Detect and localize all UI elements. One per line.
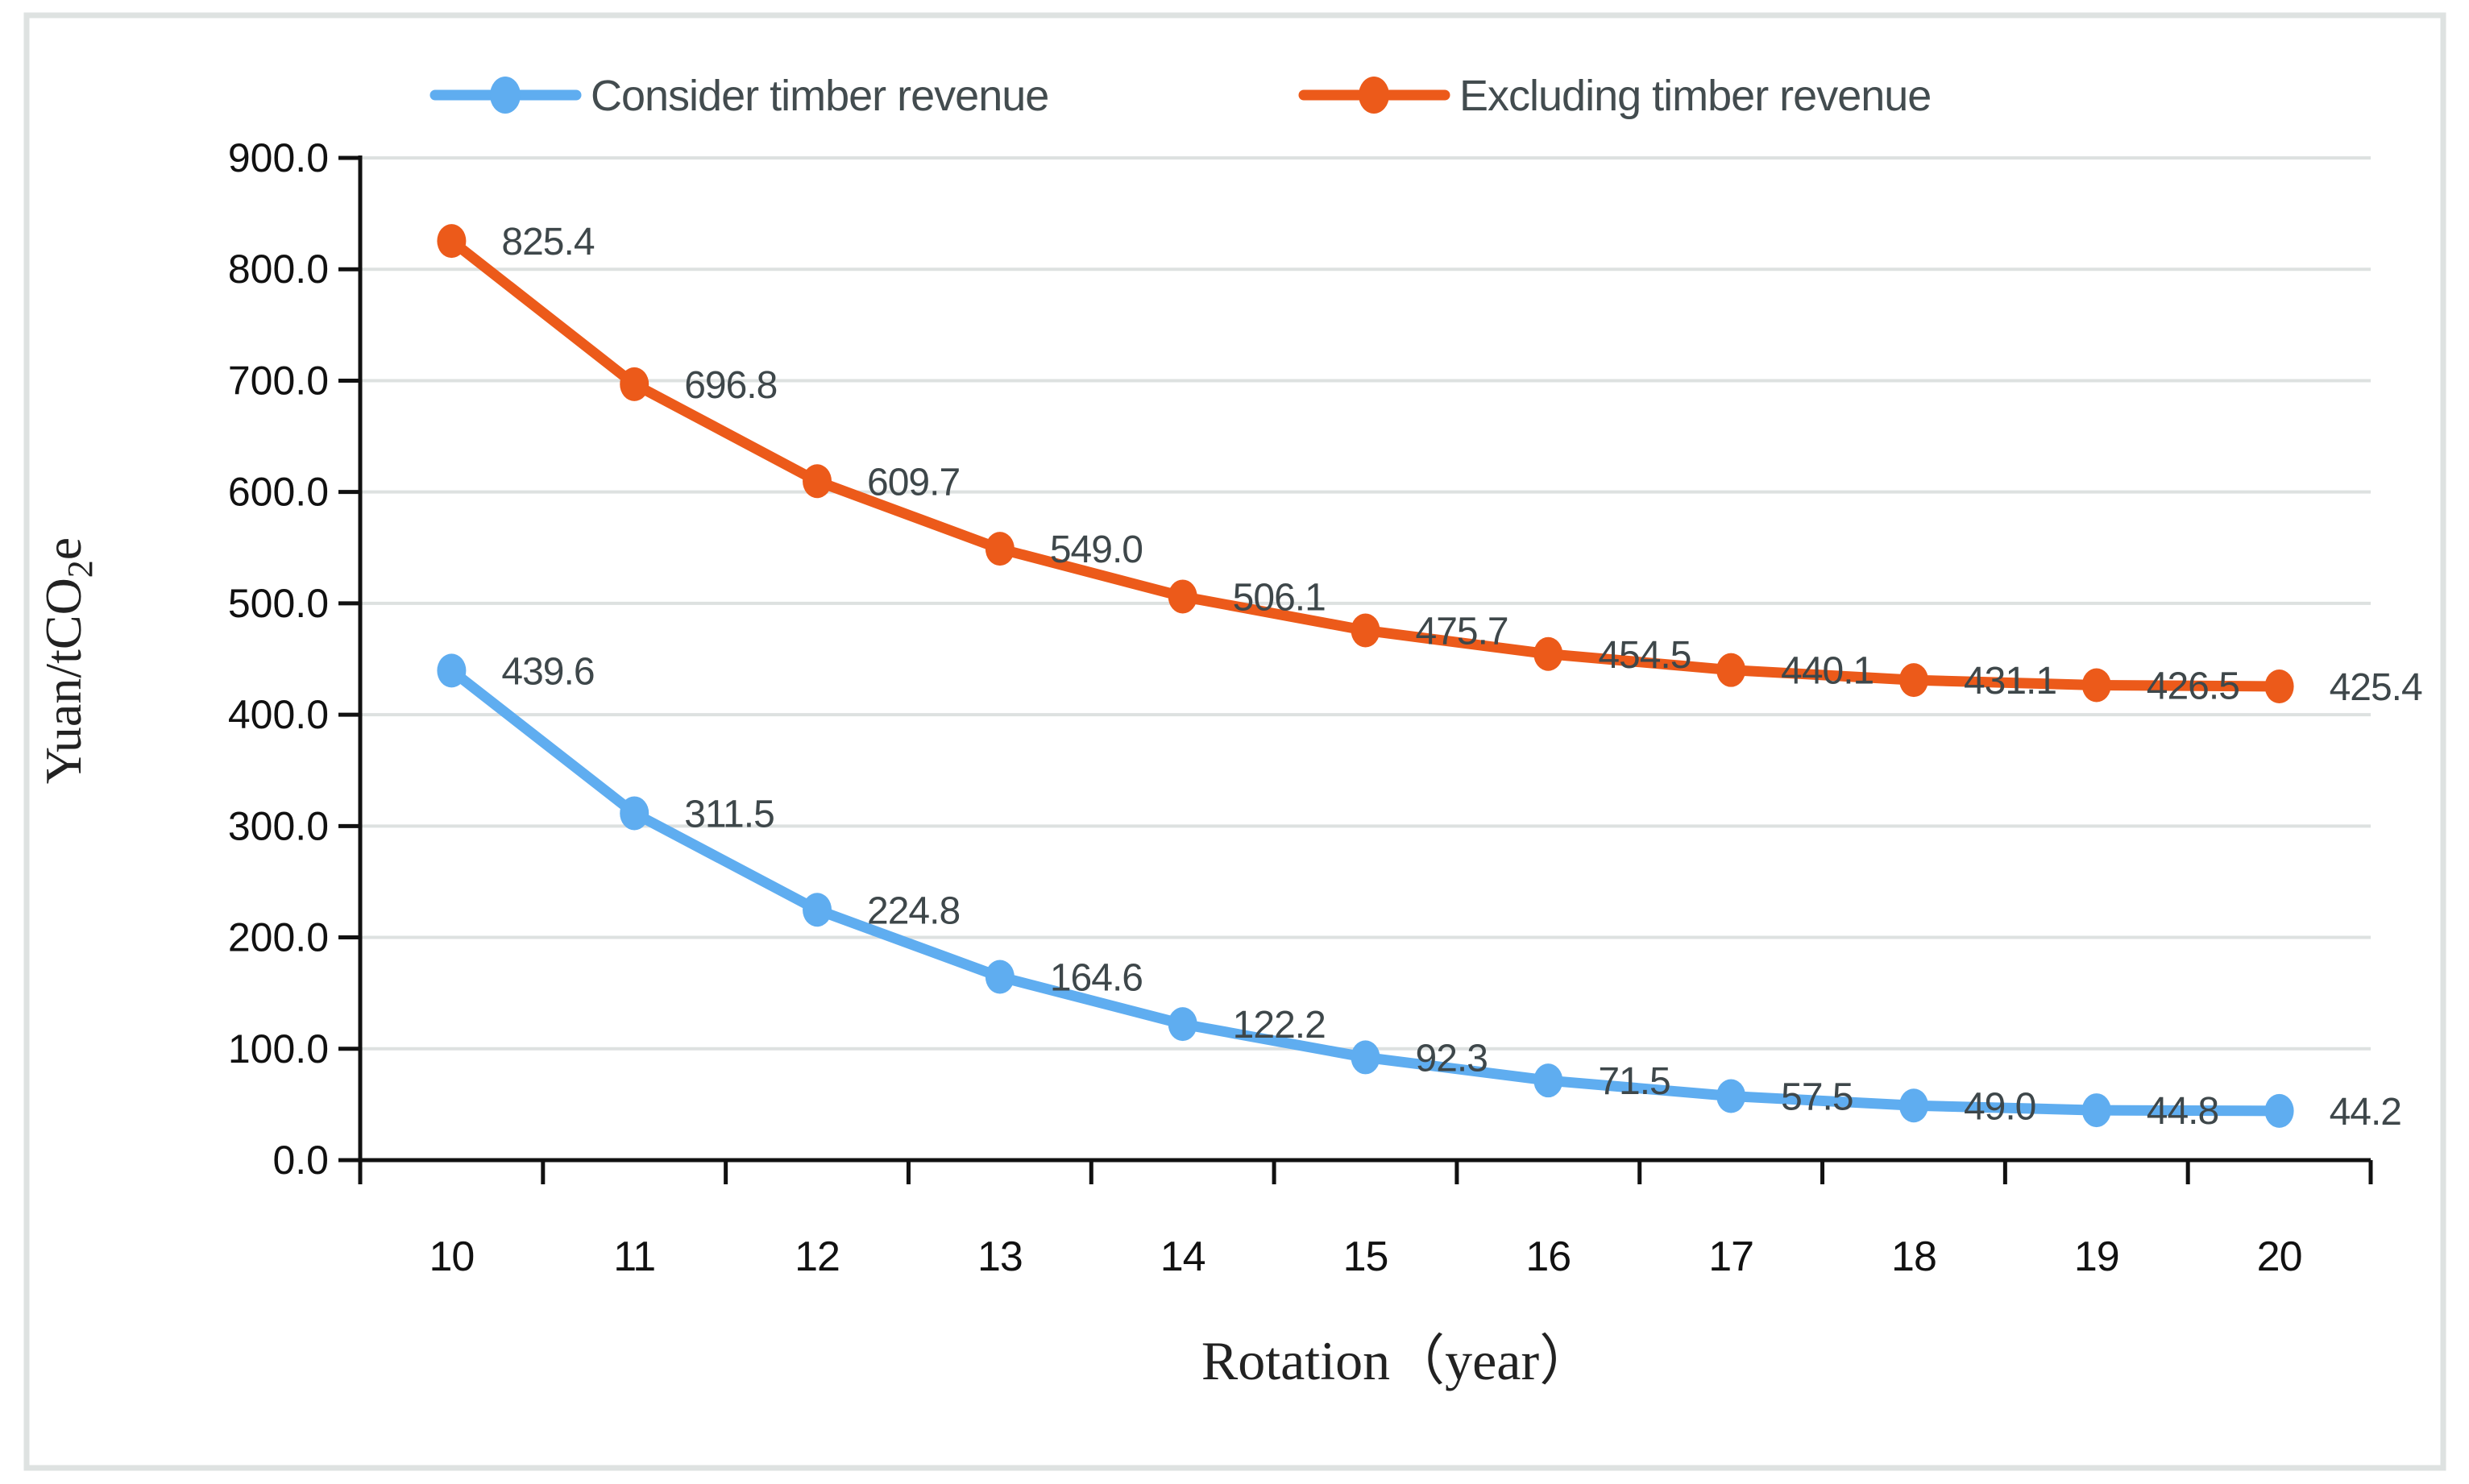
data-label: 431.1 xyxy=(1964,660,2056,703)
x-tick-label: 15 xyxy=(1343,1233,1388,1280)
y-tick-label: 600.0 xyxy=(228,470,329,515)
data-point-marker xyxy=(803,893,832,927)
y-axis-title-main: Yuan/tCO xyxy=(35,578,92,784)
canvas-border-group xyxy=(23,12,2446,1471)
data-label: 454.5 xyxy=(1598,634,1691,677)
data-point-marker xyxy=(620,796,649,831)
canvas-border xyxy=(23,12,2446,1471)
x-tick-label: 11 xyxy=(613,1233,655,1280)
y-tick-label: 100.0 xyxy=(228,1026,329,1072)
legend-marker-dot xyxy=(1359,77,1389,114)
data-point-marker xyxy=(1716,653,1746,687)
y-tick-label: 400.0 xyxy=(228,692,329,737)
data-label: 122.2 xyxy=(1233,1004,1326,1047)
y-tick-label: 800.0 xyxy=(228,247,329,292)
data-label: 439.6 xyxy=(501,650,594,693)
data-point-marker xyxy=(1168,579,1197,614)
gridlines-group xyxy=(360,156,2371,1051)
y-tick-label: 0.0 xyxy=(272,1138,329,1183)
x-tick-label: 17 xyxy=(1708,1233,1753,1280)
data-point-marker xyxy=(1351,1040,1380,1075)
data-point-marker xyxy=(1533,1063,1563,1098)
y-tick-label: 500.0 xyxy=(228,581,329,626)
y-tick-label: 200.0 xyxy=(228,915,329,960)
x-tick-label: 16 xyxy=(1525,1233,1571,1280)
data-label: 426.5 xyxy=(2147,665,2239,707)
data-label: 825.4 xyxy=(501,221,594,263)
data-point-marker xyxy=(1351,613,1380,648)
x-tick-label: 19 xyxy=(2074,1233,2119,1280)
axes-group xyxy=(338,155,2373,1184)
data-label: 44.8 xyxy=(2147,1090,2218,1133)
data-label: 164.6 xyxy=(1050,956,1143,999)
data-label: 475.7 xyxy=(1416,610,1508,653)
data-point-marker xyxy=(803,464,832,499)
data-point-marker xyxy=(985,532,1015,566)
data-point-marker xyxy=(2081,668,2111,703)
tick-labels-group: 0.0 100.0 200.0 300.0 400.0 500.0 600.0 700.0 80… xyxy=(228,135,2303,1280)
data-point-marker xyxy=(620,367,649,401)
data-label: 506.1 xyxy=(1233,576,1326,619)
data-label: 425.4 xyxy=(2330,666,2422,709)
data-point-marker xyxy=(985,960,1015,994)
x-axis-title: Rotation（year） xyxy=(1201,1330,1594,1391)
legend-label: Excluding timber revenue xyxy=(1459,72,1931,120)
x-tick-label: 13 xyxy=(977,1233,1023,1280)
data-label: 49.0 xyxy=(1964,1085,2035,1128)
x-tick-label: 10 xyxy=(429,1233,474,1280)
data-point-marker xyxy=(2081,1093,2111,1128)
y-axis-title-subscript: 2 xyxy=(60,560,100,578)
data-point-marker xyxy=(2264,669,2294,704)
data-labels-group: 439.6 311.5 224.8 164.6 122.2 92.3 71.5 57.5 49.… xyxy=(501,221,2423,1134)
data-label: 57.5 xyxy=(1781,1076,1853,1119)
data-point-marker xyxy=(1898,663,1928,698)
data-label: 609.7 xyxy=(867,461,960,504)
data-label: 549.0 xyxy=(1050,529,1143,571)
data-label: 224.8 xyxy=(867,889,960,932)
x-tick-label: 18 xyxy=(1891,1233,1936,1280)
data-label: 311.5 xyxy=(684,793,774,835)
data-label: 71.5 xyxy=(1598,1060,1670,1103)
y-tick-label: 700.0 xyxy=(228,358,329,403)
axis-titles-group: Rotation（year） Yuan/tCO2e xyxy=(35,537,1594,1391)
data-label: 44.2 xyxy=(2330,1091,2401,1134)
data-point-marker xyxy=(2264,1093,2294,1128)
data-point-marker xyxy=(1168,1007,1197,1042)
data-label: 440.1 xyxy=(1781,650,1874,693)
legend-marker-dot xyxy=(490,77,521,114)
data-point-marker xyxy=(437,653,467,688)
legend-label: Consider timber revenue xyxy=(591,72,1048,120)
x-tick-label: 12 xyxy=(795,1233,840,1280)
y-axis-title: Yuan/tCO2e xyxy=(35,537,100,784)
data-label: 92.3 xyxy=(1416,1037,1488,1080)
legend-group: Consider timber revenue Excluding timber … xyxy=(429,72,1932,120)
legend-item-excluding: Excluding timber revenue xyxy=(1298,72,1932,120)
x-tick-label: 20 xyxy=(2257,1233,2302,1280)
legend-item-consider: Consider timber revenue xyxy=(429,72,1049,120)
data-point-marker xyxy=(437,224,467,259)
data-point-marker xyxy=(1898,1088,1928,1123)
series-group xyxy=(437,224,2294,1128)
y-tick-label: 900.0 xyxy=(228,135,329,180)
y-tick-label: 300.0 xyxy=(228,803,329,848)
data-point-marker xyxy=(1716,1079,1746,1113)
y-axis-title-tail: e xyxy=(35,537,92,560)
data-point-marker xyxy=(1533,636,1563,671)
x-tick-label: 14 xyxy=(1160,1233,1205,1280)
data-label: 696.8 xyxy=(684,364,777,407)
